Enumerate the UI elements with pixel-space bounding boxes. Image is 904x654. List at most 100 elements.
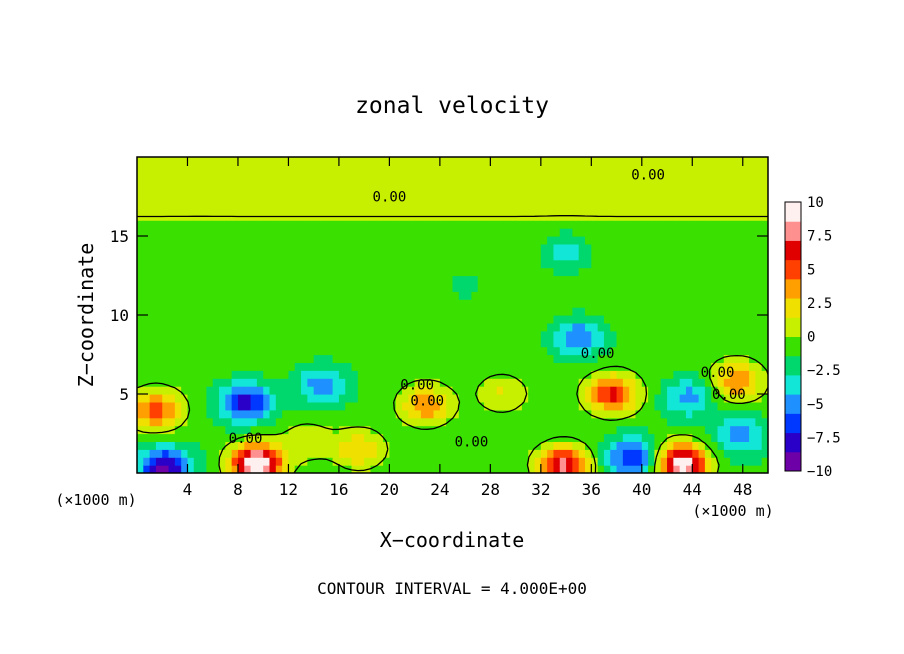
field-cell — [540, 362, 548, 371]
field-cell — [420, 243, 428, 253]
field-cell — [509, 465, 517, 473]
field-cell — [351, 394, 359, 403]
colorbar-swatch — [785, 394, 801, 414]
field-cell — [427, 394, 435, 403]
field-cell — [364, 267, 372, 277]
field-cell — [408, 259, 416, 269]
field-cell — [376, 330, 384, 340]
field-cell — [282, 354, 290, 363]
field-cell — [200, 275, 208, 284]
field-cell — [313, 401, 321, 411]
field-cell — [553, 441, 561, 450]
field-cell — [137, 394, 144, 403]
field-cell — [143, 322, 151, 332]
field-cell — [471, 228, 479, 237]
field-cell — [402, 291, 409, 300]
field-cell — [193, 322, 201, 332]
field-cell — [319, 299, 327, 308]
field-cell — [490, 204, 498, 213]
field-cell — [193, 465, 201, 473]
field-cell — [408, 401, 416, 411]
field-cell — [685, 259, 693, 269]
field-cell — [540, 164, 548, 174]
field-cell — [749, 370, 756, 379]
field-cell — [515, 330, 523, 340]
field-cell — [351, 188, 359, 198]
field-cell — [256, 188, 264, 198]
field-cell — [654, 299, 662, 308]
field-cell — [193, 299, 201, 308]
field-cell — [597, 291, 605, 300]
field-cell — [540, 315, 548, 324]
field-cell — [635, 409, 643, 419]
field-cell — [162, 449, 170, 458]
field-cell — [755, 354, 763, 363]
field-cell — [301, 236, 308, 245]
field-cell — [446, 251, 454, 261]
field-cell — [749, 409, 756, 419]
field-cell — [736, 346, 744, 356]
field-cell — [402, 267, 409, 277]
field-cell — [755, 172, 763, 182]
field-cell — [162, 409, 170, 419]
field-cell — [629, 243, 637, 253]
field-cell — [200, 315, 208, 324]
field-cell — [433, 370, 441, 379]
field-cell — [471, 283, 479, 292]
field-cell — [338, 228, 346, 237]
field-cell — [679, 354, 687, 363]
field-cell — [269, 275, 277, 284]
field-cell — [667, 283, 674, 292]
field-cell — [698, 441, 706, 450]
field-cell — [496, 172, 504, 182]
field-cell — [471, 157, 479, 166]
field-cell — [181, 370, 189, 379]
field-cell — [231, 330, 239, 340]
field-cell — [616, 267, 624, 277]
field-cell — [616, 354, 624, 363]
field-cell — [566, 236, 573, 245]
field-cell — [635, 172, 643, 182]
field-cell — [433, 283, 441, 292]
field-cell — [471, 243, 479, 253]
field-cell — [610, 164, 618, 174]
field-cell — [572, 322, 580, 332]
field-cell — [534, 267, 542, 277]
field-cell — [294, 172, 302, 182]
field-cell — [736, 196, 744, 205]
field-cell — [263, 188, 271, 198]
field-cell — [376, 370, 384, 379]
field-cell — [332, 401, 340, 411]
field-cell — [370, 172, 378, 182]
field-cell — [301, 465, 308, 473]
field-cell — [319, 386, 327, 395]
field-cell — [193, 243, 201, 253]
field-cell — [168, 417, 176, 427]
field-cell — [496, 291, 504, 300]
field-cell — [692, 243, 700, 253]
field-cell — [749, 251, 756, 261]
field-cell — [351, 180, 359, 190]
field-cell — [521, 180, 529, 190]
field-cell — [332, 236, 340, 245]
field-cell — [364, 315, 372, 324]
field-cell — [641, 401, 649, 411]
field-cell — [383, 275, 390, 284]
field-cell — [395, 204, 403, 213]
field-cell — [294, 157, 302, 166]
field-cell — [477, 204, 485, 213]
field-cell — [250, 267, 258, 277]
field-cell — [484, 196, 491, 205]
field-cell — [553, 401, 561, 411]
field-cell — [307, 299, 315, 308]
field-cell — [730, 164, 738, 174]
field-cell — [155, 251, 163, 261]
field-cell — [319, 307, 327, 316]
field-cell — [408, 283, 416, 292]
field-cell — [749, 196, 756, 205]
field-cell — [420, 378, 428, 387]
field-cell — [465, 172, 473, 182]
field-cell — [755, 401, 763, 411]
field-cell — [723, 465, 731, 473]
field-cell — [654, 267, 662, 277]
